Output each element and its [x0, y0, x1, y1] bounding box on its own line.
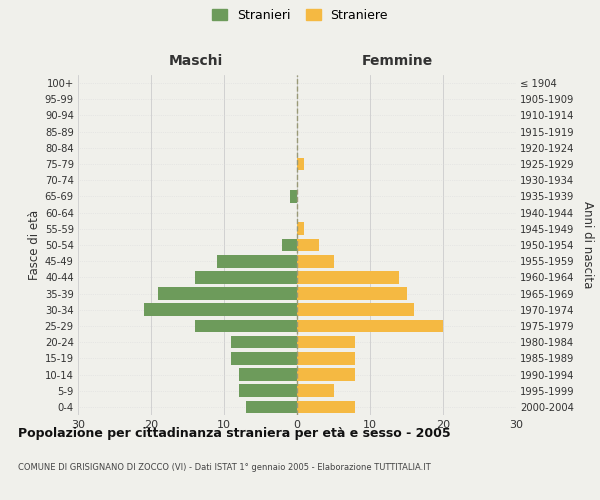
Bar [297, 238, 319, 252]
Bar [232, 336, 297, 348]
Bar [232, 352, 297, 364]
Bar [195, 320, 297, 332]
Bar [297, 400, 355, 413]
Text: COMUNE DI GRISIGNANO DI ZOCCO (VI) - Dati ISTAT 1° gennaio 2005 - Elaborazione T: COMUNE DI GRISIGNANO DI ZOCCO (VI) - Dat… [18, 462, 431, 471]
Bar [297, 271, 399, 283]
Bar [195, 271, 297, 283]
Bar [239, 368, 297, 381]
Bar [297, 255, 334, 268]
Bar [297, 368, 355, 381]
Bar [144, 304, 297, 316]
Bar [239, 384, 297, 397]
Bar [297, 320, 443, 332]
Bar [297, 384, 334, 397]
Y-axis label: Fasce di età: Fasce di età [28, 210, 41, 280]
Bar [246, 400, 297, 413]
Bar [297, 158, 304, 170]
Legend: Stranieri, Straniere: Stranieri, Straniere [212, 8, 388, 22]
Bar [297, 304, 414, 316]
Bar [297, 222, 304, 235]
Bar [297, 336, 355, 348]
Y-axis label: Anni di nascita: Anni di nascita [581, 202, 594, 288]
Bar [297, 352, 355, 364]
Bar [290, 190, 297, 202]
Text: Femmine: Femmine [362, 54, 433, 68]
Bar [217, 255, 297, 268]
Bar [158, 288, 297, 300]
Bar [297, 288, 407, 300]
Bar [283, 238, 297, 252]
Text: Popolazione per cittadinanza straniera per età e sesso - 2005: Popolazione per cittadinanza straniera p… [18, 428, 451, 440]
Text: Maschi: Maschi [169, 54, 223, 68]
